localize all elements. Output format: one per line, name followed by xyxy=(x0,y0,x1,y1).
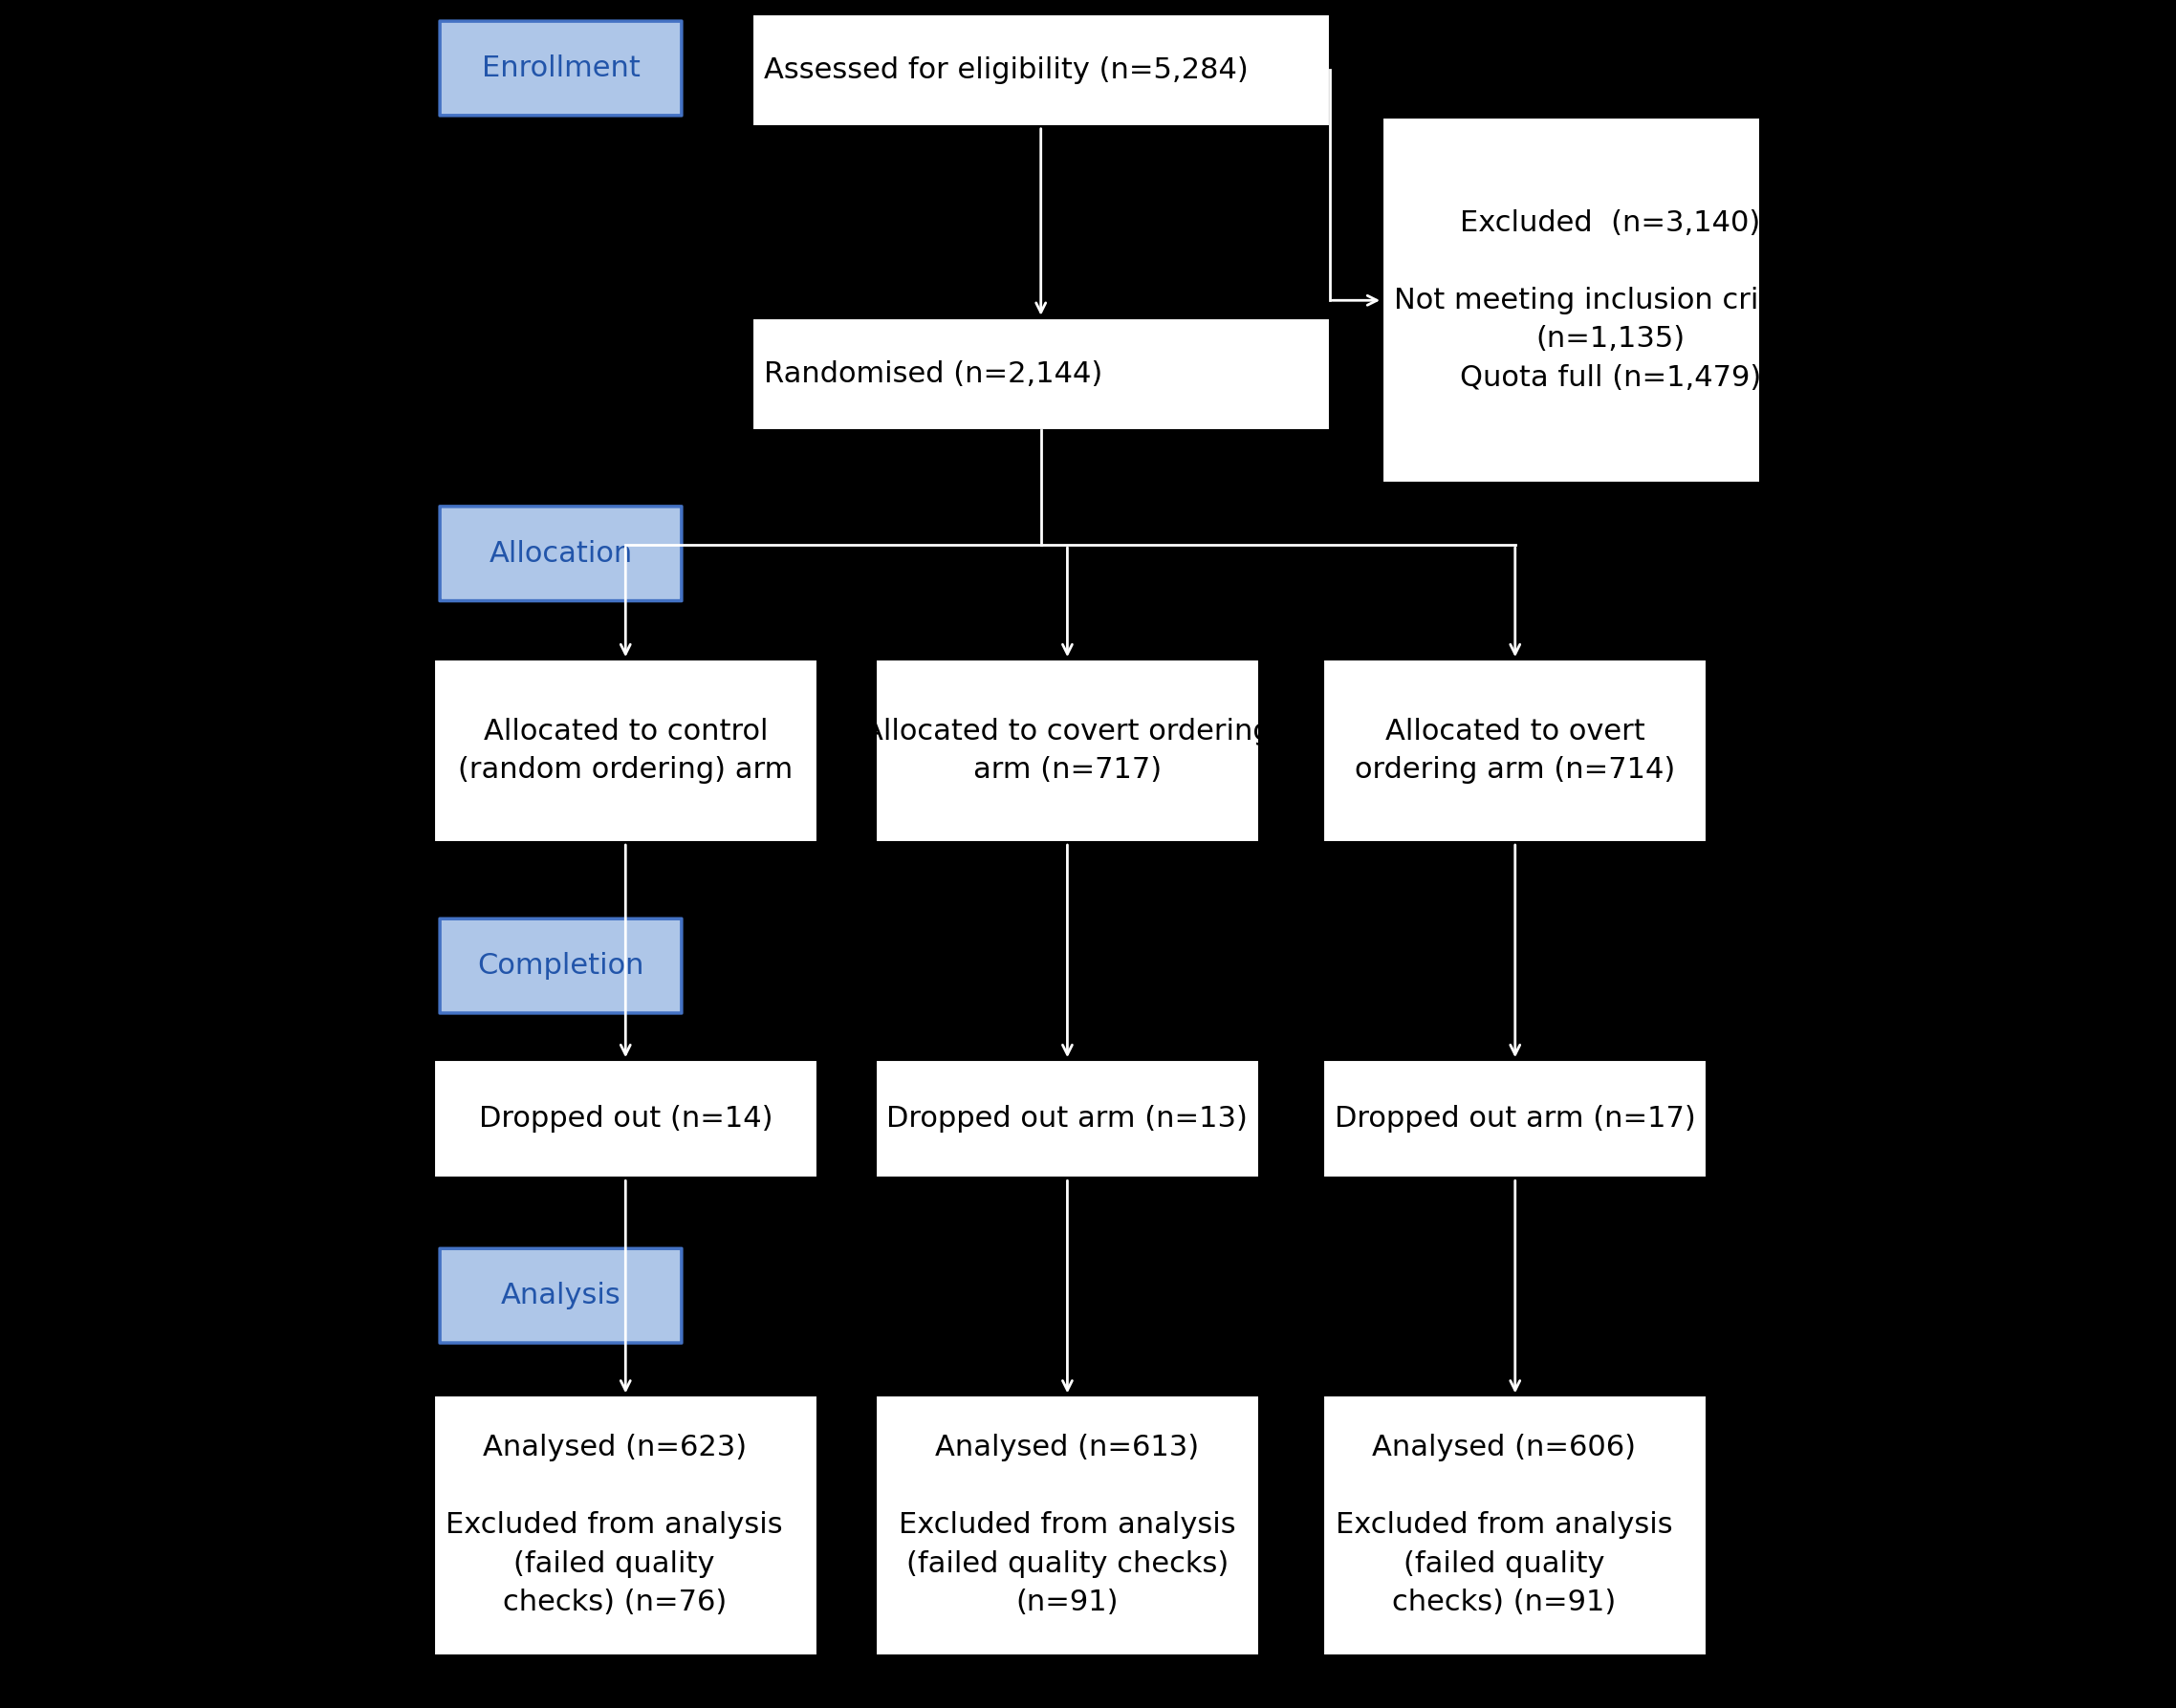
FancyBboxPatch shape xyxy=(440,1249,681,1342)
Text: Analysis: Analysis xyxy=(500,1283,620,1310)
FancyBboxPatch shape xyxy=(440,507,681,601)
FancyBboxPatch shape xyxy=(1323,1061,1706,1179)
Text: Allocation: Allocation xyxy=(490,540,633,567)
FancyBboxPatch shape xyxy=(1323,1395,1706,1655)
FancyBboxPatch shape xyxy=(877,1061,1260,1179)
FancyBboxPatch shape xyxy=(1382,118,1889,483)
FancyBboxPatch shape xyxy=(753,318,1330,430)
Text: Allocated to overt
ordering arm (n=714): Allocated to overt ordering arm (n=714) xyxy=(1356,717,1676,784)
Text: Assessed for eligibility (n=5,284): Assessed for eligibility (n=5,284) xyxy=(764,56,1249,84)
FancyBboxPatch shape xyxy=(440,20,681,116)
Text: Completion: Completion xyxy=(477,951,644,980)
Text: Dropped out (n=14): Dropped out (n=14) xyxy=(479,1105,772,1132)
Text: Allocated to control
(random ordering) arm: Allocated to control (random ordering) a… xyxy=(459,717,792,784)
FancyBboxPatch shape xyxy=(753,14,1330,126)
FancyBboxPatch shape xyxy=(433,1395,816,1655)
Text: Allocated to covert ordering
arm (n=717): Allocated to covert ordering arm (n=717) xyxy=(864,717,1271,784)
Text: Analysed (n=613)

Excluded from analysis
(failed quality checks)
(n=91): Analysed (n=613) Excluded from analysis … xyxy=(899,1435,1236,1617)
Text: Enrollment: Enrollment xyxy=(481,55,640,82)
Text: Randomised (n=2,144): Randomised (n=2,144) xyxy=(764,360,1103,388)
FancyBboxPatch shape xyxy=(440,919,681,1013)
Text: Analysed (n=606)

Excluded from analysis
(failed quality
checks) (n=91): Analysed (n=606) Excluded from analysis … xyxy=(1336,1435,1673,1617)
FancyBboxPatch shape xyxy=(433,659,816,842)
Text: Dropped out arm (n=17): Dropped out arm (n=17) xyxy=(1334,1105,1695,1132)
Text: Excluded  (n=3,140)

Not meeting inclusion criteria
(n=1,135)
Quota full (n=1,47: Excluded (n=3,140) Not meeting inclusion… xyxy=(1395,208,1826,391)
FancyBboxPatch shape xyxy=(877,1395,1260,1655)
Text: Analysed (n=623)

Excluded from analysis
(failed quality
checks) (n=76): Analysed (n=623) Excluded from analysis … xyxy=(446,1435,783,1617)
FancyBboxPatch shape xyxy=(433,1061,816,1179)
FancyBboxPatch shape xyxy=(877,659,1260,842)
Text: Dropped out arm (n=13): Dropped out arm (n=13) xyxy=(888,1105,1249,1132)
FancyBboxPatch shape xyxy=(1323,659,1706,842)
